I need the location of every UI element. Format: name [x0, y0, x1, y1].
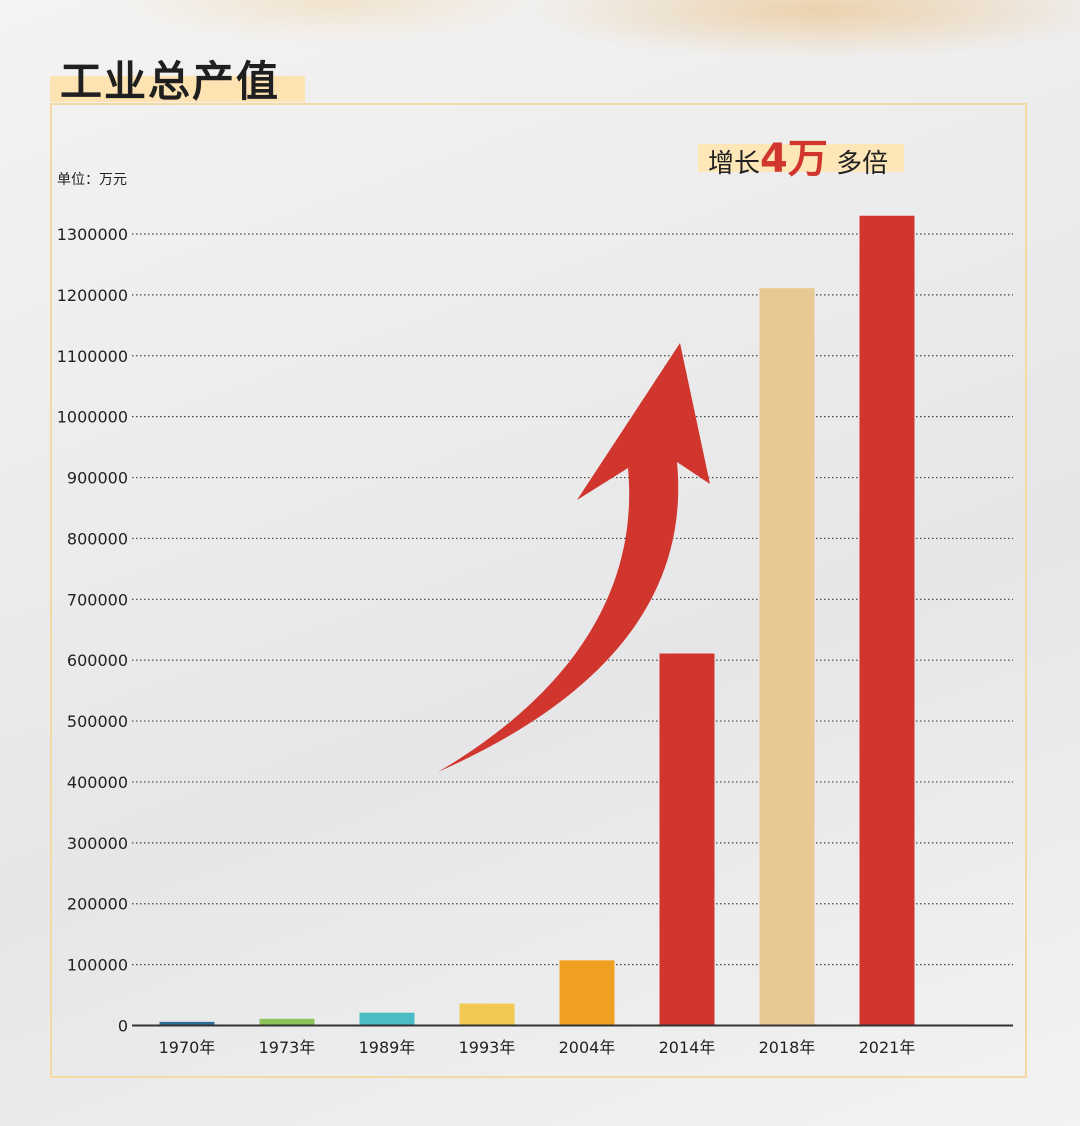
unit-label: 单位：万元 [57, 172, 127, 188]
x-tick-label: 1993年 [459, 1038, 516, 1057]
x-tick-label: 1970年 [159, 1038, 216, 1057]
title-block: 工业总产值 [50, 48, 305, 109]
y-tick-label: 400000 [67, 773, 128, 792]
y-tick-label: 1000000 [57, 408, 128, 427]
y-tick-label: 0 [118, 1017, 128, 1036]
page-title: 工业总产值 [60, 57, 281, 106]
bar [559, 960, 615, 1026]
x-tick-label: 2021年 [859, 1038, 916, 1057]
callout-prefix: 增长 [708, 149, 761, 179]
bar [359, 1012, 415, 1026]
callout-highlight [698, 144, 904, 172]
y-tick-label: 1300000 [57, 225, 128, 244]
y-tick-label: 300000 [67, 834, 128, 853]
chart-frame [50, 103, 1027, 1078]
y-tick-label: 200000 [67, 895, 128, 914]
bar [859, 215, 915, 1026]
y-tick-label: 100000 [67, 956, 128, 975]
y-tick-label: 900000 [67, 469, 128, 488]
bar [159, 1021, 215, 1026]
growth-arrow [438, 343, 710, 772]
x-tick-label: 2014年 [659, 1038, 716, 1057]
y-tick-label: 500000 [67, 712, 128, 731]
bar [659, 653, 715, 1026]
y-tick-label: 700000 [67, 590, 128, 609]
y-tick-label: 800000 [67, 529, 128, 548]
bar [459, 1003, 515, 1026]
x-tick-label: 2018年 [759, 1038, 816, 1057]
y-tick-label: 1100000 [57, 347, 128, 366]
y-tick-label: 1200000 [57, 286, 128, 305]
x-tick-label: 1989年 [359, 1038, 416, 1057]
callout-highlight-text: 4万 [760, 136, 828, 182]
callout-suffix: 多倍 [836, 149, 889, 179]
title-highlight [50, 76, 305, 102]
bar [259, 1018, 315, 1026]
x-tick-label: 2004年 [559, 1038, 616, 1057]
bar [759, 288, 815, 1026]
growth-callout: 增长4万 多倍 [698, 126, 904, 184]
x-tick-label: 1973年 [259, 1038, 316, 1057]
y-tick-label: 600000 [67, 651, 128, 670]
